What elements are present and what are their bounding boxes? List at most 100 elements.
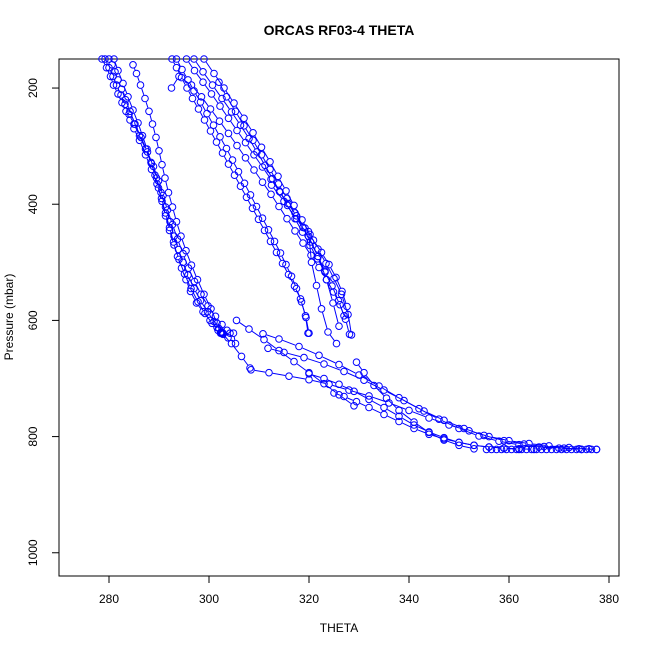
data-point [270,237,279,246]
plot-area [98,55,601,454]
data-point [440,436,448,444]
data-point [275,346,283,355]
data-point [317,305,326,313]
data-point [222,93,231,101]
data-point [283,214,291,223]
data-point [241,138,250,147]
data-point [276,249,285,257]
data-point [535,443,543,451]
data-point [258,178,267,186]
data-point [208,319,216,328]
data-point [224,334,232,342]
data-point [336,300,344,309]
data-point [182,55,191,63]
data-point [187,81,196,89]
x-axis: 280 300 320 340 360 380 [99,576,619,606]
data-point [240,114,248,123]
data-point [124,93,132,101]
data-point [155,147,163,155]
data-point [233,141,241,150]
data-point [324,328,332,336]
data-point [410,418,418,426]
data-point [455,424,463,433]
data-point [259,330,267,338]
data-point [177,232,185,240]
data-point [249,129,257,137]
data-point [340,367,348,376]
data-point [212,138,221,146]
data-point [320,374,328,383]
data-point [282,260,290,269]
data-point [470,441,478,450]
data-point [180,270,189,278]
series-line-18 [271,348,578,450]
series-line-10 [188,61,352,332]
y-tick-label: 800 [26,426,40,446]
data-point [119,79,127,88]
data-point [420,407,428,415]
data-point [530,445,538,454]
x-axis-label: THETA [320,621,358,635]
data-point [200,116,209,124]
data-point [380,410,388,419]
data-point [206,105,215,113]
data-point [370,381,378,390]
data-point [199,78,207,86]
data-point [254,215,263,224]
data-point [210,69,218,78]
data-point [592,445,601,454]
data-point [110,55,118,63]
data-point [101,55,109,63]
data-point [175,255,183,264]
data-point [197,93,206,101]
series-line-3 [115,75,220,322]
series-line-9 [173,78,349,331]
data-point [395,406,403,415]
data-point [248,204,257,213]
data-point [295,342,303,351]
data-point [257,151,266,159]
data-point [455,438,463,447]
data-point [264,226,273,234]
data-point [175,72,183,81]
data-point [332,273,340,282]
series-line-22 [239,322,352,404]
data-point [132,69,141,78]
data-point [257,143,266,152]
data-point [201,309,209,318]
data-point [337,290,346,299]
data-point [222,144,231,153]
data-point [292,214,301,223]
data-point [234,167,243,176]
data-point [587,445,596,454]
data-point [385,399,393,407]
data-point [109,81,118,89]
y-axis: 200 400 600 800 1000 [26,78,59,566]
data-point [232,316,241,325]
data-point [258,214,267,222]
data-point [352,397,361,406]
data-point [542,445,551,454]
x-tick-label: 320 [299,592,319,606]
data-point [304,227,313,236]
data-point [203,109,211,118]
data-point [577,445,586,454]
data-point [165,226,174,235]
data-point [136,81,145,89]
data-point [117,91,125,99]
x-tick-label: 340 [399,592,419,606]
data-point [345,386,353,394]
data-point [264,344,272,353]
series-line-17 [266,334,593,450]
data-point [502,445,511,454]
data-point [405,406,413,415]
data-point [233,126,241,135]
data-point [241,154,250,162]
data-point [395,412,403,421]
data-point [480,431,488,440]
data-point [168,55,176,63]
data-point [582,445,591,454]
data-point [161,174,169,182]
data-point [567,445,576,454]
data-point [527,445,536,454]
